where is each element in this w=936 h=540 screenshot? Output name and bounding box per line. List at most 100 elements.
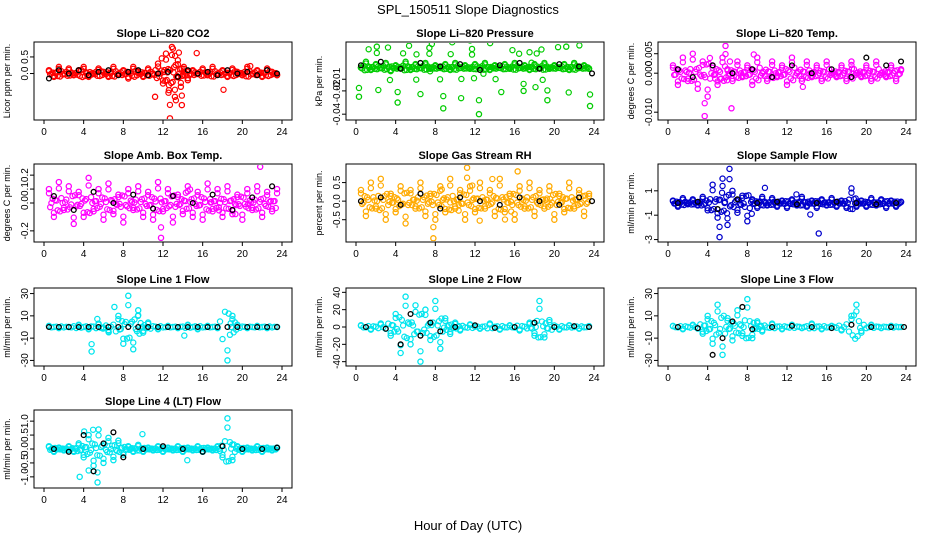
- data-point: [56, 208, 64, 215]
- x-tick-label: 12: [781, 249, 793, 260]
- data-point: [476, 184, 484, 192]
- data-point: [736, 200, 744, 208]
- data-point: [392, 209, 399, 216]
- reference-point: [244, 68, 251, 75]
- data-point: [763, 202, 771, 209]
- data-point: [855, 317, 863, 325]
- data-point: [751, 325, 758, 333]
- data-point: [377, 175, 385, 183]
- data-point: [378, 205, 386, 212]
- reference-point: [362, 323, 369, 331]
- data-point: [110, 453, 117, 460]
- data-point: [721, 330, 729, 337]
- data-point: [358, 200, 366, 208]
- data-point: [457, 94, 465, 102]
- data-point: [95, 432, 102, 439]
- reference-point: [254, 72, 261, 79]
- data-point: [868, 194, 875, 202]
- reference-point: [115, 72, 122, 79]
- data-point: [778, 62, 786, 69]
- reference-point: [70, 206, 77, 214]
- data-point: [515, 50, 523, 57]
- data-point: [81, 197, 89, 204]
- x-tick-label: 16: [509, 249, 521, 260]
- data-point: [189, 447, 196, 454]
- data-point: [579, 192, 587, 200]
- data-point: [229, 456, 236, 464]
- y-tick-label: -1.0: [20, 468, 31, 486]
- reference-point: [45, 323, 53, 331]
- data-point: [873, 58, 880, 65]
- data-point: [111, 303, 118, 311]
- data-point: [514, 168, 521, 175]
- data-point: [788, 196, 796, 203]
- reference-point: [214, 323, 221, 331]
- data-point: [437, 187, 444, 194]
- data-point: [486, 320, 494, 327]
- reference-point: [868, 323, 875, 331]
- data-point: [717, 75, 724, 83]
- reference-point: [85, 72, 92, 79]
- data-point: [669, 62, 677, 69]
- data-point: [85, 174, 92, 182]
- panel-5: Slope Gas Stream RH percent per min. 0 4 8 12…: [314, 150, 605, 260]
- data-point: [234, 442, 241, 450]
- data-point: [89, 426, 97, 433]
- data-point: [527, 204, 534, 211]
- data-point: [181, 332, 188, 339]
- data-point: [863, 62, 870, 69]
- y-tick-label: 0.0: [20, 66, 31, 80]
- reference-point: [788, 62, 796, 69]
- data-point: [451, 203, 459, 210]
- y-tick-label: -0.2: [20, 222, 31, 240]
- reference-point: [397, 341, 404, 348]
- points-layer: [45, 43, 281, 119]
- reference-point: [674, 323, 681, 331]
- data-point: [741, 317, 749, 324]
- data-point: [541, 205, 548, 212]
- data-point: [562, 43, 570, 50]
- data-point: [357, 64, 365, 71]
- data-point: [728, 105, 735, 112]
- data-point: [486, 186, 494, 194]
- data-point: [132, 196, 139, 203]
- data-point: [165, 86, 173, 94]
- data-point: [77, 200, 85, 208]
- data-point: [139, 448, 147, 456]
- data-point: [536, 186, 543, 194]
- data-point: [719, 54, 726, 61]
- data-point: [466, 65, 474, 73]
- data-point: [489, 199, 496, 206]
- data-point: [768, 320, 776, 327]
- data-point: [422, 212, 429, 220]
- data-point: [511, 216, 518, 223]
- data-point: [204, 71, 211, 79]
- data-point: [80, 454, 87, 461]
- reference-point: [491, 324, 498, 331]
- data-point: [710, 205, 718, 213]
- x-tick-label: 20: [861, 127, 873, 138]
- reference-point: [457, 61, 464, 68]
- reference-point: [588, 70, 596, 77]
- data-point: [740, 200, 747, 207]
- data-point: [224, 415, 231, 422]
- points-layer: [357, 165, 596, 241]
- data-point: [798, 324, 806, 332]
- data-point: [120, 340, 127, 347]
- data-point: [110, 210, 117, 218]
- data-point: [858, 73, 865, 81]
- data-point: [506, 190, 513, 197]
- data-point: [556, 326, 563, 333]
- panel-title: Slope Sample Flow: [737, 150, 838, 162]
- y-tick-label: 40: [332, 286, 343, 298]
- data-point: [468, 51, 476, 58]
- reference-point: [234, 323, 241, 331]
- data-point: [152, 198, 159, 205]
- data-point: [546, 187, 553, 194]
- data-point: [719, 351, 726, 359]
- data-point: [126, 334, 133, 341]
- panel-title: Slope Line 3 Flow: [741, 274, 834, 286]
- data-point: [377, 182, 384, 189]
- data-point: [162, 50, 170, 57]
- data-point: [95, 426, 102, 433]
